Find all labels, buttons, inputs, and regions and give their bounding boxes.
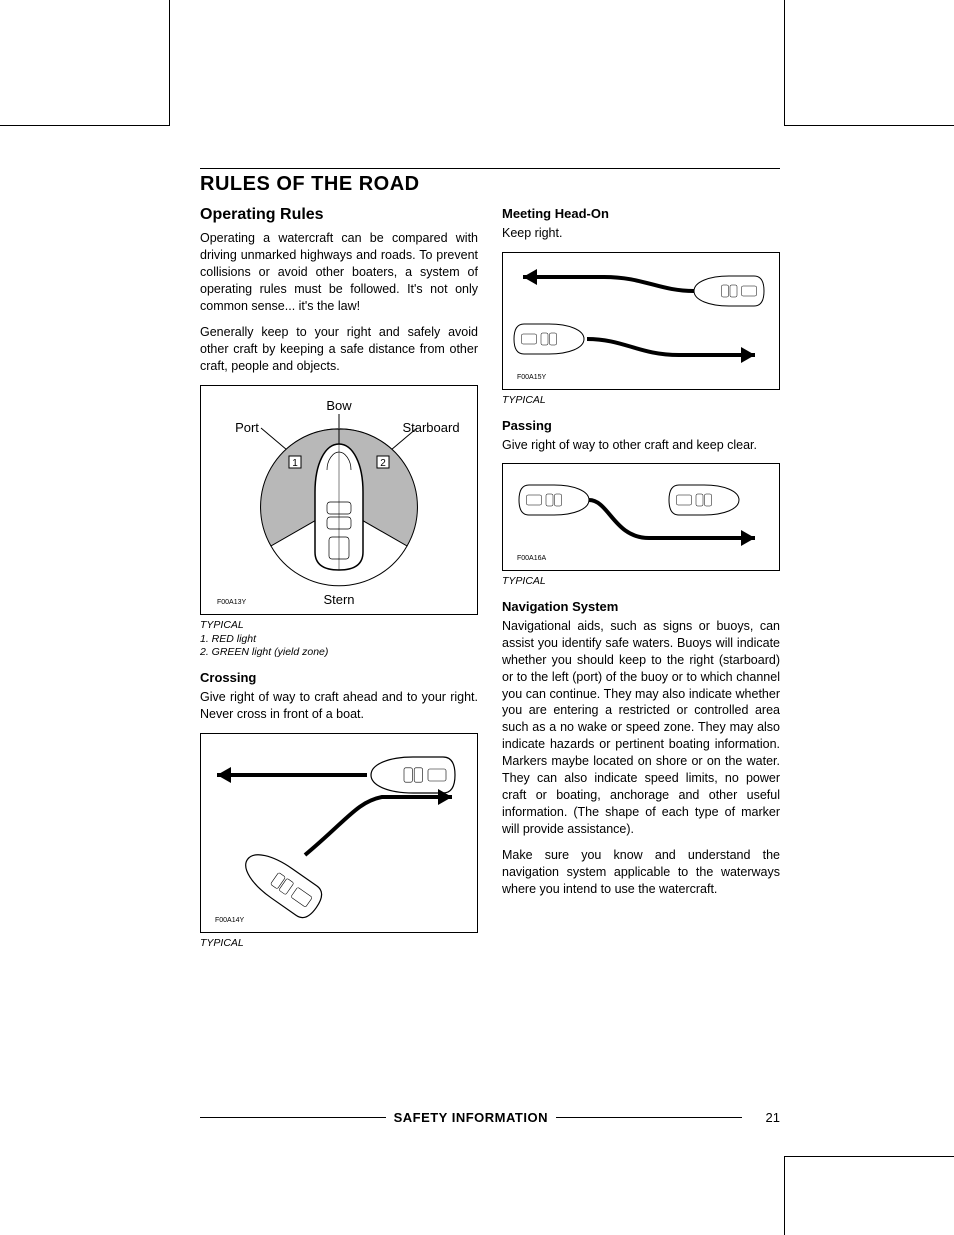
paragraph: Operating a watercraft can be compared w… [200,230,478,314]
label-bow: Bow [326,398,352,413]
footer-label: SAFETY INFORMATION [394,1110,548,1125]
paragraph: Make sure you know and understand the na… [502,847,780,898]
passing-diagram: F00A16A [509,470,773,566]
caption-line: TYPICAL [200,619,478,633]
subheading: Crossing [200,670,478,685]
crop-mark [784,0,785,125]
figure-caption: TYPICAL [502,394,780,408]
crop-mark [0,125,170,126]
footer-rule [200,1117,386,1118]
section-heading: Operating Rules [200,206,478,224]
label-1: 1 [292,458,298,469]
caption-line: 2. GREEN light (yield zone) [200,646,478,660]
document-page: RULES OF THE ROAD Operating Rules Operat… [0,0,954,1235]
paragraph: Generally keep to your right and safely … [200,324,478,375]
page-title: RULES OF THE ROAD [200,168,780,196]
figure-code: F00A15Y [517,374,547,381]
left-column: Operating Rules Operating a watercraft c… [200,206,478,960]
subheading: Meeting Head-On [502,206,780,221]
label-port: Port [235,420,259,435]
subheading: Navigation System [502,599,780,614]
page-number: 21 [766,1110,780,1125]
label-2: 2 [380,458,386,469]
figure-code: F00A13Y [217,599,247,606]
figure-meeting: F00A15Y [502,252,780,390]
figure-caption: TYPICAL [502,575,780,589]
figure-code: F00A14Y [215,917,245,924]
figure-caption: TYPICAL [200,937,478,951]
page-footer: SAFETY INFORMATION 21 [200,1110,780,1125]
crop-mark [169,0,170,125]
figure-caption: TYPICAL 1. RED light 2. GREEN light (yie… [200,619,478,660]
boat-sectors-diagram: Bow Port Starboard [207,392,471,610]
content-area: RULES OF THE ROAD Operating Rules Operat… [200,168,780,960]
caption-line: 1. RED light [200,633,478,647]
crop-mark [784,1156,954,1157]
figure-crossing: F00A14Y [200,733,478,933]
figure-code: F00A16A [517,555,547,562]
paragraph: Keep right. [502,225,780,242]
figure-passing: F00A16A [502,463,780,571]
crossing-diagram: F00A14Y [207,740,471,928]
crop-mark [784,1157,785,1235]
subheading: Passing [502,418,780,433]
paragraph: Give right of way to craft ahead and to … [200,689,478,723]
meeting-diagram: F00A15Y [509,259,773,385]
crop-mark [784,125,954,126]
paragraph: Navigational aids, such as signs or buoy… [502,618,780,837]
columns: Operating Rules Operating a watercraft c… [200,206,780,960]
paragraph: Give right of way to other craft and kee… [502,437,780,454]
footer-rule [556,1117,742,1118]
label-stern: Stern [323,592,354,607]
right-column: Meeting Head-On Keep right. [502,206,780,960]
figure-boat-sectors: Bow Port Starboard [200,385,478,615]
